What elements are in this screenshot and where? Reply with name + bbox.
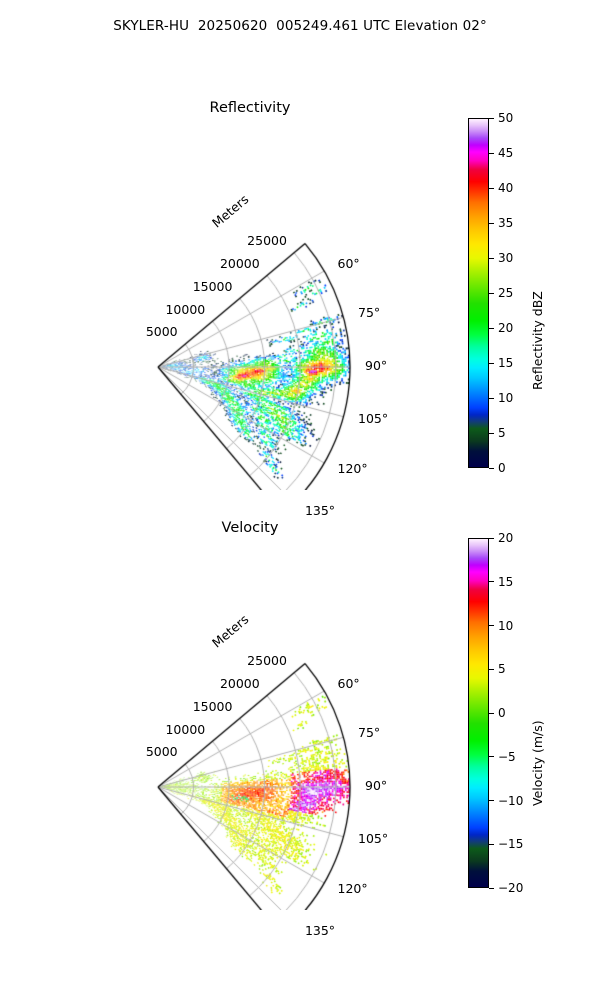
figure-title: SKYLER-HU 20250620 005249.461 UTC Elevat… <box>113 18 487 34</box>
azimuth-tick-label: 120° <box>337 880 368 896</box>
colorbar-tick <box>489 843 494 845</box>
range-tick-label: 25000 <box>247 233 287 248</box>
colorbar-tick <box>489 362 494 364</box>
colorbar-tick-label: 45 <box>498 146 514 160</box>
reflectivity-colorbar-gradient <box>468 118 489 468</box>
colorbar-tick <box>489 467 494 469</box>
colorbar-tick <box>489 292 494 294</box>
panel-velocity: Velocity 5000 10000 15000 20000 25000 Meters 6… <box>0 510 450 936</box>
velocity-colorbar-label: Velocity (m/s) <box>530 720 545 806</box>
colorbar-tick-label: 35 <box>498 216 514 230</box>
azimuth-tick-label: 75° <box>358 304 381 320</box>
azimuth-tick-label: 105° <box>358 831 389 847</box>
azimuth-tick-label: 60° <box>337 675 360 691</box>
azimuth-tick-label: 135° <box>304 922 336 938</box>
colorbar-tick <box>489 887 494 889</box>
colorbar-tick <box>489 668 494 670</box>
azimuth-tick-label: 90° <box>365 358 388 373</box>
colorbar-tick-label: 5 <box>498 662 506 677</box>
colorbar-tick-label: 30 <box>498 251 514 265</box>
colorbar-tick-label: 15 <box>498 574 514 589</box>
range-tick-label: 20000 <box>219 255 260 271</box>
colorbar-tick-label: 25 <box>498 286 514 300</box>
colorbar-tick <box>489 800 494 802</box>
panel-reflectivity: Reflectivity 5000 10000 15000 20000 25000 Met… <box>0 90 450 516</box>
colorbar-tick-label: −5 <box>498 749 516 764</box>
range-tick-label: 10000 <box>165 301 206 317</box>
velocity-colorbar-gradient <box>468 538 489 888</box>
velocity-panel-title: Velocity <box>221 520 279 536</box>
colorbar-tick-label: 0 <box>498 461 506 475</box>
colorbar-tick <box>489 152 494 154</box>
range-tick-label: 15000 <box>192 278 233 294</box>
azimuth-tick-label: 120° <box>337 460 368 476</box>
colorbar-tick-label: 20 <box>498 321 514 335</box>
colorbar-tick <box>489 222 494 224</box>
reflectivity-panel-title: Reflectivity <box>209 100 291 116</box>
range-tick-label: 15000 <box>192 698 233 714</box>
range-tick-label: 25000 <box>247 653 287 668</box>
reflectivity-radar-plot[interactable] <box>0 90 450 490</box>
range-tick-label: 10000 <box>165 721 206 737</box>
colorbar-tick <box>489 756 494 758</box>
colorbar-tick <box>489 625 494 627</box>
colorbar-tick-label: 10 <box>498 618 514 633</box>
colorbar-tick-label: 40 <box>498 181 514 195</box>
colorbar-tick-label: −10 <box>498 793 524 808</box>
colorbar-tick <box>489 581 494 583</box>
reflectivity-colorbar: Reflectivity dBZ 0 5 10 15 20 25 30 35 40 45 50 <box>468 112 588 474</box>
colorbar-tick <box>489 327 494 329</box>
colorbar-tick-label: −15 <box>498 837 524 852</box>
colorbar-tick-label: 15 <box>498 356 514 370</box>
colorbar-tick-label: 10 <box>498 391 514 405</box>
colorbar-tick-label: −20 <box>498 881 524 895</box>
colorbar-tick <box>489 432 494 434</box>
range-tick-label: 5000 <box>145 744 178 760</box>
colorbar-tick <box>489 712 494 714</box>
range-tick-label: 5000 <box>145 324 178 340</box>
colorbar-tick-label: 5 <box>498 426 506 440</box>
colorbar-tick <box>489 117 494 119</box>
colorbar-tick-label: 50 <box>498 111 514 125</box>
azimuth-tick-label: 90° <box>365 778 388 793</box>
azimuth-tick-label: 75° <box>358 724 381 740</box>
colorbar-tick-label: 20 <box>498 531 514 545</box>
colorbar-tick <box>489 397 494 399</box>
colorbar-tick <box>489 257 494 259</box>
azimuth-tick-label: 105° <box>358 411 389 427</box>
velocity-colorbar: Velocity (m/s) −20 −15 −10 −5 0 5 10 15 20 <box>468 532 588 894</box>
colorbar-tick <box>489 537 494 539</box>
range-tick-label: 20000 <box>219 675 260 691</box>
colorbar-tick <box>489 187 494 189</box>
reflectivity-colorbar-label: Reflectivity dBZ <box>530 291 545 390</box>
azimuth-tick-label: 60° <box>337 255 360 271</box>
velocity-radar-plot[interactable] <box>0 510 450 910</box>
colorbar-tick-label: 0 <box>498 706 506 720</box>
